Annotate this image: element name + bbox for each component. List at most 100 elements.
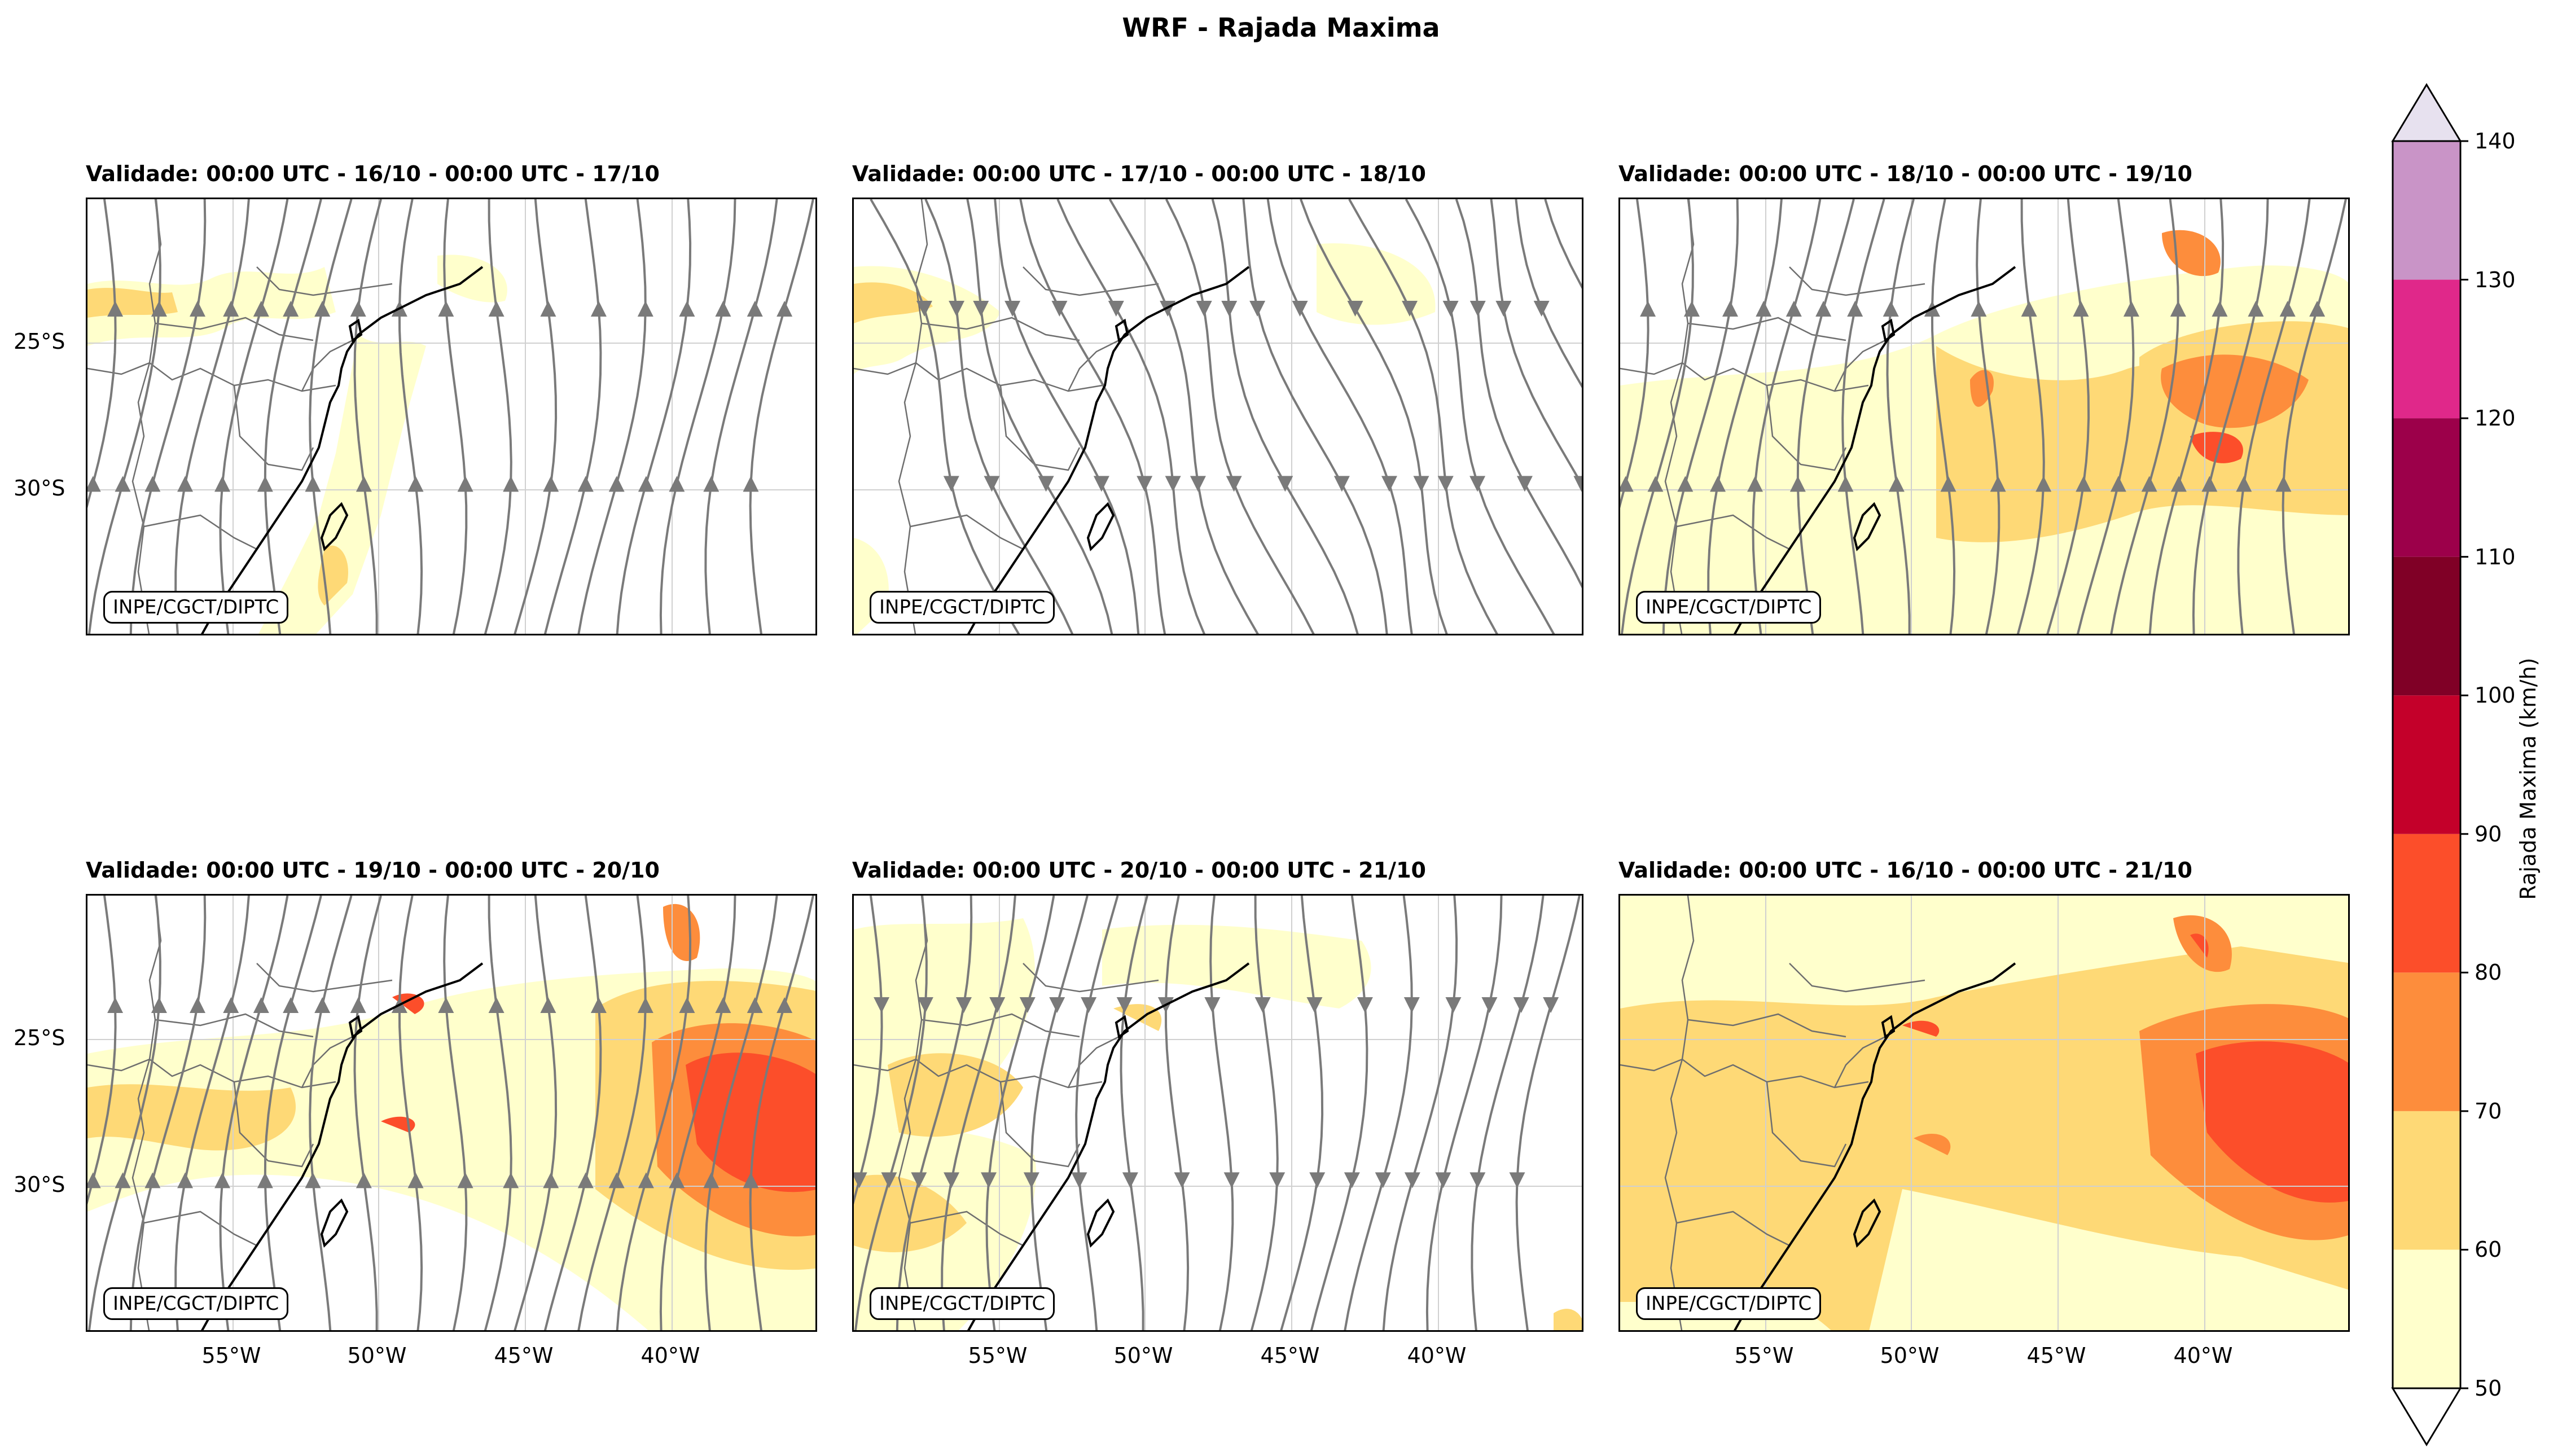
streamline [309,896,353,1330]
streamline-arrow [956,997,972,1013]
gust-contour [1914,1133,1951,1155]
gust-contour [663,904,700,961]
streamline-arrow [1971,301,1987,317]
colorbar [2391,83,2468,1446]
streamline-arrow [1174,1172,1190,1189]
credit-box: INPE/CGCT/DIPTC [103,591,289,624]
streamline [514,896,558,1330]
streamline-arrow [944,1172,960,1189]
streamline-arrow [1116,997,1133,1013]
streamline-arrow [1815,301,1832,317]
streamline-arrow [1722,301,1739,317]
streamline-arrow [1469,1172,1486,1189]
political-border [1687,1013,1846,1038]
lon-label-50w-col1: 50°W [347,1343,407,1368]
panel-title-3: Validade: 00:00 UTC - 18/10 - 00:00 UTC … [1618,161,2192,186]
streamline [398,896,423,1330]
streamline-arrow [1683,301,1700,317]
political-border [131,362,151,634]
credit-box: INPE/CGCT/DIPTC [103,1287,289,1320]
coastline-lagoon [320,1198,349,1248]
streamline-arrow [1469,301,1486,317]
streamline [616,199,692,634]
streamline-arrow [637,301,653,317]
streamline-arrow [1071,1172,1087,1189]
political-border [256,963,393,993]
streamline [174,896,250,1330]
colorbar-tick-label: 110 [2475,544,2516,569]
streamline-arrow [777,301,793,317]
streamline-arrow [777,997,793,1013]
streamline-arrow [1513,997,1529,1013]
political-border [301,1036,353,1088]
political-border [1766,385,1847,471]
map-panel-6: INPE/CGCT/DIPTC [1618,894,2350,1332]
streamline-arrow [1019,997,1036,1013]
streamline-arrow [1381,476,1397,492]
streamline-arrow [214,476,231,492]
streamline-arrow [151,997,167,1013]
streamline-arrow [1445,997,1462,1013]
streamline-arrow [703,1172,720,1189]
political-border [87,362,336,392]
political-border [301,339,353,392]
streamline [309,199,353,634]
streamline-arrow [257,476,273,492]
credit-box: INPE/CGCT/DIPTC [1636,591,1822,624]
streamline-arrow [177,476,194,492]
political-border [87,1058,336,1089]
streamline-arrow [1403,997,1420,1013]
coastline-lagoon [1853,1198,1881,1248]
streamline-arrow [503,1172,519,1189]
streamline-arrow [1221,301,1238,317]
coastline-island [348,318,363,343]
streamline-arrow [1249,301,1266,317]
streamline-arrow [1049,997,1065,1013]
lat-label-25s-row2: 25°S [14,1025,65,1050]
streamline-arrow [874,997,890,1013]
streamline [2016,199,2045,634]
streamline-arrow [669,476,685,492]
political-border [1789,963,1925,993]
gust-contour [258,335,426,634]
coastline-island [1881,1015,1896,1039]
streamline-arrow [2021,301,2037,317]
political-border [910,1211,1024,1247]
streamline-arrow [2123,301,2139,317]
colorbar-frame [2392,140,2462,1389]
colorbar-tick-label: 50 [2475,1376,2502,1401]
streamline-arrow [577,476,594,492]
streamline-arrow [1469,476,1486,492]
coastline [967,266,1250,634]
streamline-arrow [881,1172,897,1189]
gust-contour [2162,230,2221,277]
colorbar-segment [2393,418,2460,557]
political-border [898,1059,917,1330]
streamline-arrow [679,301,695,317]
streamline [1075,896,1119,1330]
political-border [999,1081,1081,1168]
streamline-arrow [2279,301,2296,317]
colorbar-segment [2393,972,2460,1111]
streamline [87,896,117,1205]
colorbar-segment [2393,695,2460,834]
gust-contour [1869,1189,2348,1330]
streamline-arrow [2201,476,2218,492]
streamline-arrow [356,476,372,492]
streamline [2237,199,2311,634]
streamline-arrow [2170,301,2186,317]
streamline [174,199,250,634]
streamline [353,199,382,634]
streamline [854,896,883,1205]
streamline [1164,896,1190,1330]
streamline-arrow [743,1172,759,1189]
credit-box: INPE/CGCT/DIPTC [870,591,1055,624]
streamline [896,896,973,1330]
map-canvas [854,199,1582,634]
streamline-arrow [177,1172,194,1189]
streamline-arrow [1888,476,1905,492]
streamline-arrow [1108,301,1124,317]
streamline-arrow [984,476,1000,492]
streamline-arrow [2212,301,2228,317]
streamline-arrow [253,301,269,317]
